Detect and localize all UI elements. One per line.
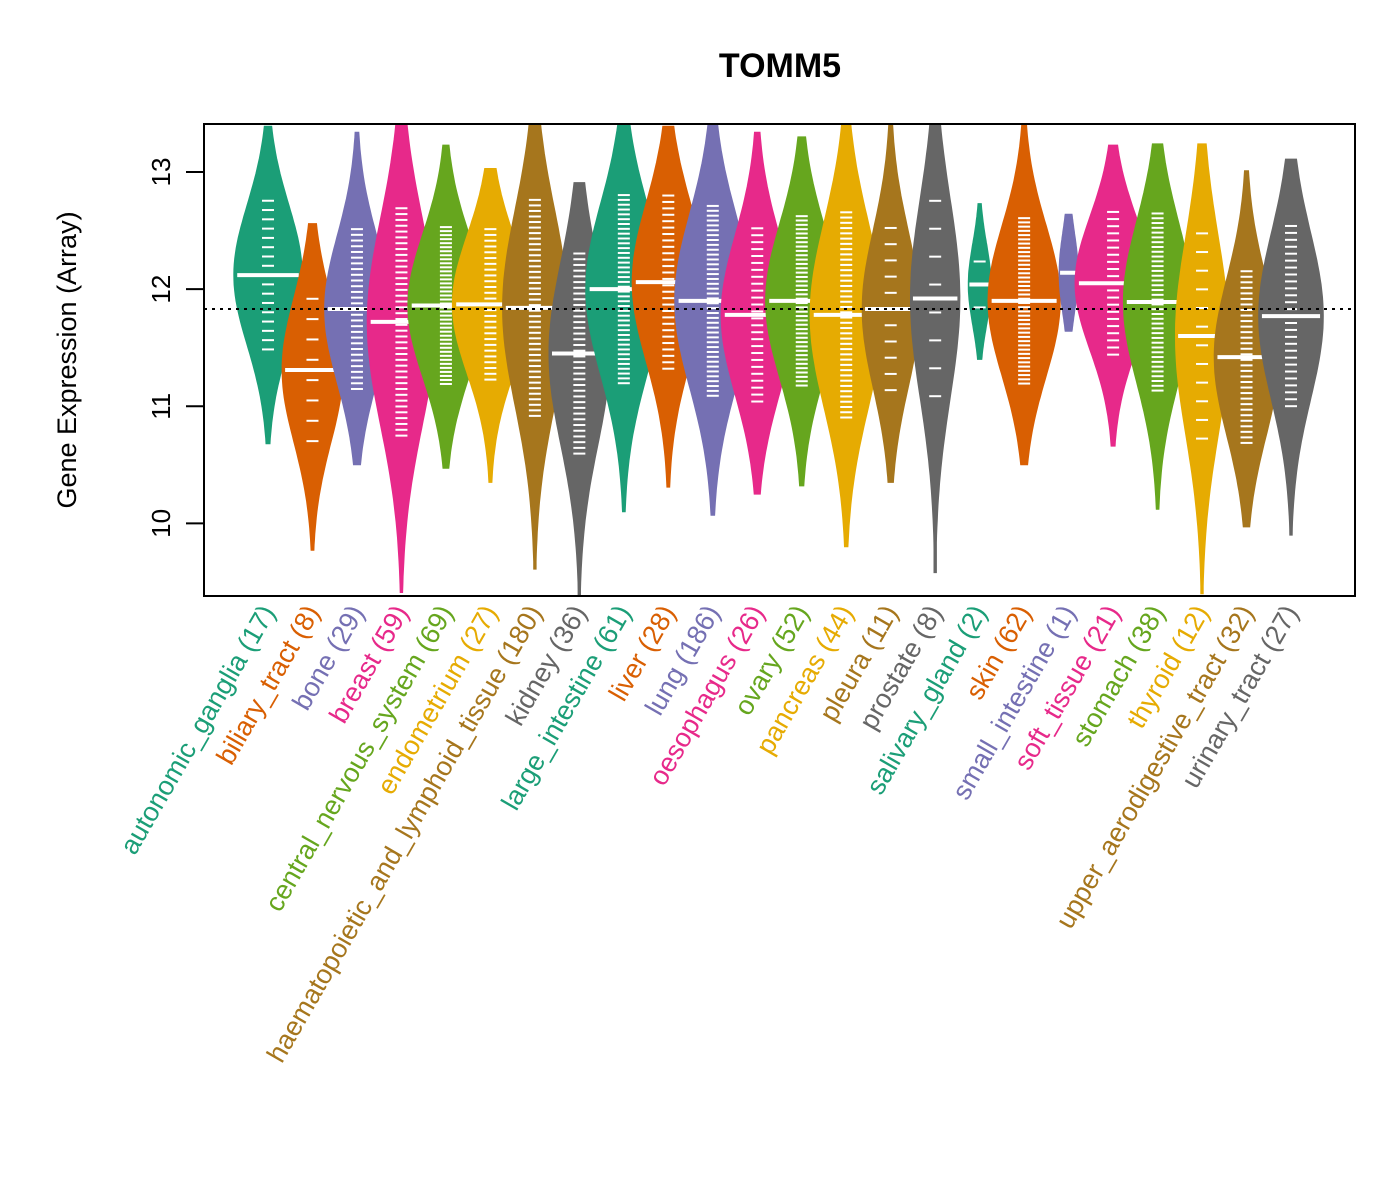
violin-stomach <box>1122 143 1193 510</box>
violin-central_nervous_system <box>407 144 485 469</box>
violin-lung <box>674 123 752 516</box>
violin-skin <box>987 123 1061 466</box>
violin-ovary <box>765 136 839 487</box>
violin-body <box>1175 143 1230 595</box>
y-tick-label: 10 <box>146 509 176 538</box>
violin-urinary_tract <box>1258 158 1324 536</box>
violin-body <box>1122 143 1193 510</box>
violin-prostate <box>910 123 961 574</box>
y-axis: 10 11 12 13 <box>146 158 204 538</box>
violin-upper_aerodigestive_tract <box>1213 170 1280 528</box>
violin-pancreas <box>809 123 883 548</box>
violin-breast <box>366 123 437 593</box>
y-axis-label: Gene Expression (Array) <box>52 211 82 508</box>
x-axis-labels: autonomic_ganglia (17)biliary_tract (8)b… <box>114 600 1304 1067</box>
y-tick-label: 11 <box>146 393 176 420</box>
chart-title: TOMM5 <box>719 47 841 85</box>
violin-autonomic_ganglia <box>233 125 303 445</box>
violin-haematopoietic_and_lymphoid_tissue <box>502 123 568 570</box>
y-tick-label: 12 <box>146 275 176 304</box>
y-tick-label: 13 <box>146 158 176 187</box>
violins-group <box>233 123 1324 597</box>
plot-frame <box>203 123 1356 597</box>
violin-salivary_gland <box>967 203 992 360</box>
violin-body <box>1258 158 1324 536</box>
violin-body <box>910 123 961 574</box>
violin-body <box>967 203 992 360</box>
